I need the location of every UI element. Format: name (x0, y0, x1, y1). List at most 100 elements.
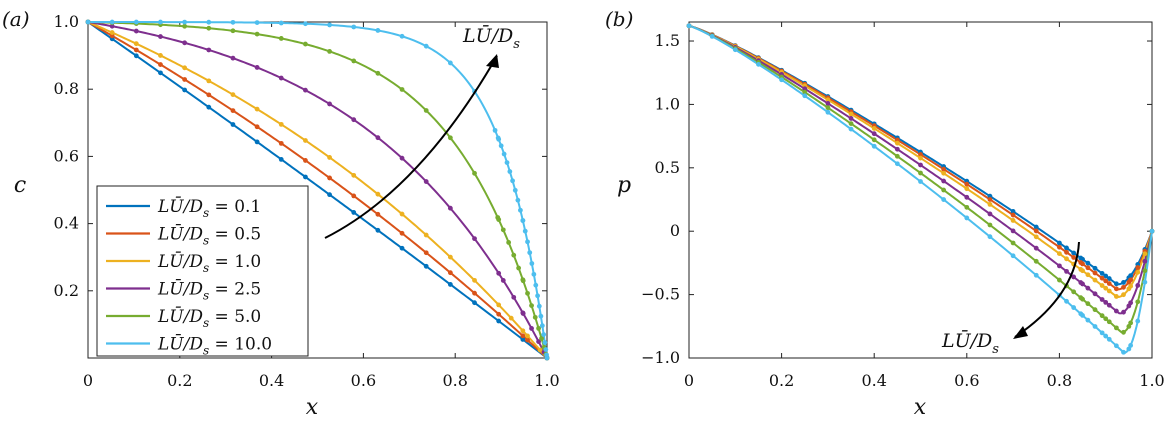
data-point-a-0 (472, 300, 477, 306)
data-point-a-5 (278, 20, 284, 26)
legend-sub: s (203, 289, 209, 303)
data-point-b-0 (1085, 260, 1091, 266)
data-point-a-5 (351, 24, 357, 30)
data-point-a-1 (351, 193, 357, 199)
y-tick-label-b: 0 (670, 221, 680, 240)
data-point-b-2 (825, 97, 831, 103)
data-point-a-5 (529, 261, 535, 266)
data-point-a-4 (500, 227, 506, 233)
data-point-b-4 (1106, 319, 1112, 325)
data-point-a-4 (536, 325, 541, 331)
data-point-a-5 (423, 43, 429, 49)
data-point-b-1 (1092, 270, 1098, 276)
data-point-b-2 (918, 155, 923, 161)
data-point-a-2 (158, 53, 163, 58)
data-point-a-2 (278, 121, 284, 127)
data-point-b-5 (1099, 330, 1105, 336)
data-point-b-0 (1092, 265, 1098, 271)
data-point-b-2 (871, 126, 877, 131)
data-point-a-5 (512, 187, 518, 193)
data-point-b-4 (941, 187, 947, 193)
legend-label-2: LŪ/Ds = 1.0 (157, 251, 261, 275)
data-point-a-5 (536, 303, 542, 309)
data-point-a-0 (520, 337, 526, 342)
data-point-a-4 (539, 336, 544, 341)
data-point-a-5 (133, 19, 139, 25)
data-point-a-5 (492, 127, 498, 133)
series-line-a-0 (87, 21, 548, 359)
data-point-b-3 (1121, 309, 1126, 315)
data-point-b-0 (1106, 276, 1112, 281)
data-point-a-3 (327, 101, 332, 107)
y-tick-label-b: −1.0 (641, 348, 680, 367)
data-point-b-1 (1113, 286, 1119, 292)
y-tick-label-a: 0.2 (54, 281, 79, 300)
data-point-a-5 (495, 135, 501, 141)
data-point-b-3 (1103, 299, 1109, 305)
data-point-a-3 (520, 311, 526, 316)
data-point-a-2 (206, 78, 212, 84)
legend-sub: s (203, 234, 209, 248)
legend: LŪ/Ds = 0.1LŪ/Ds = 0.5LŪ/Ds = 1.0LŪ/Ds =… (96, 185, 309, 358)
data-point-b-4 (1121, 329, 1126, 335)
data-point-b-0 (987, 193, 993, 199)
x-tick-label-a: 0.6 (351, 371, 376, 390)
data-point-a-2 (537, 347, 543, 353)
data-point-b-5 (964, 215, 970, 221)
data-point-b-1 (1064, 249, 1069, 255)
x-tick-label-b: 0.4 (861, 371, 886, 390)
legend-lhs: LŪ/D (157, 196, 203, 217)
data-point-a-1 (254, 124, 260, 130)
data-point-a-3 (351, 117, 357, 123)
data-point-b-1 (1099, 275, 1105, 281)
data-point-b-5 (1085, 317, 1091, 323)
annotation-arrow-a (324, 55, 498, 239)
legend-value: = 0.5 (209, 225, 261, 245)
data-point-a-3 (375, 135, 381, 141)
data-point-a-4 (525, 290, 530, 296)
data-point-a-3 (254, 65, 260, 70)
data-point-b-2 (1103, 285, 1109, 291)
data-point-b-5 (1064, 298, 1069, 304)
data-point-a-2 (399, 211, 405, 217)
series-line-a-2 (87, 21, 548, 359)
data-point-b-2 (1078, 267, 1084, 272)
data-point-b-5 (918, 179, 923, 184)
data-point-b-3 (1010, 228, 1016, 234)
data-point-a-4 (230, 28, 236, 34)
data-point-b-4 (1071, 289, 1077, 295)
data-point-b-4 (918, 170, 923, 176)
legend-lhs: LŪ/D (157, 334, 203, 355)
data-point-a-3 (206, 47, 212, 53)
data-point-b-3 (1071, 274, 1077, 280)
ticks-a: 0 0.2 0.4 0.6 0.8 1.0 0.2 0.4 0.6 0.8 1.0 (54, 12, 560, 390)
data-point-a-3 (529, 326, 534, 331)
data-point-a-1 (278, 140, 284, 146)
legend-lhs: LŪ/D (157, 279, 203, 300)
y-tick-label-b: 1.0 (655, 94, 680, 113)
legend-lhs: LŪ/D (157, 306, 203, 327)
data-point-b-2 (1057, 251, 1062, 256)
data-point-a-1 (327, 175, 332, 181)
legend-value: = 10.0 (209, 335, 272, 355)
data-point-a-3 (230, 55, 236, 61)
x-tick-label-b: 0.8 (1047, 371, 1072, 390)
data-point-a-5 (85, 19, 91, 25)
data-point-b-5 (1071, 305, 1077, 310)
data-point-a-1 (447, 270, 453, 276)
data-point-a-2 (472, 277, 477, 283)
data-point-a-5 (515, 197, 521, 203)
data-point-b-5 (1106, 336, 1112, 342)
data-point-a-2 (447, 254, 453, 260)
data-point-a-3 (133, 28, 139, 34)
data-point-b-4 (1099, 313, 1105, 319)
data-point-b-5 (1126, 346, 1132, 352)
data-point-a-4 (351, 58, 357, 64)
data-point-a-2 (230, 92, 236, 98)
legend-value: = 2.5 (209, 280, 261, 300)
data-point-a-2 (423, 232, 429, 238)
data-point-a-2 (520, 328, 526, 334)
data-point-a-5 (303, 21, 308, 27)
data-point-a-4 (506, 240, 512, 245)
